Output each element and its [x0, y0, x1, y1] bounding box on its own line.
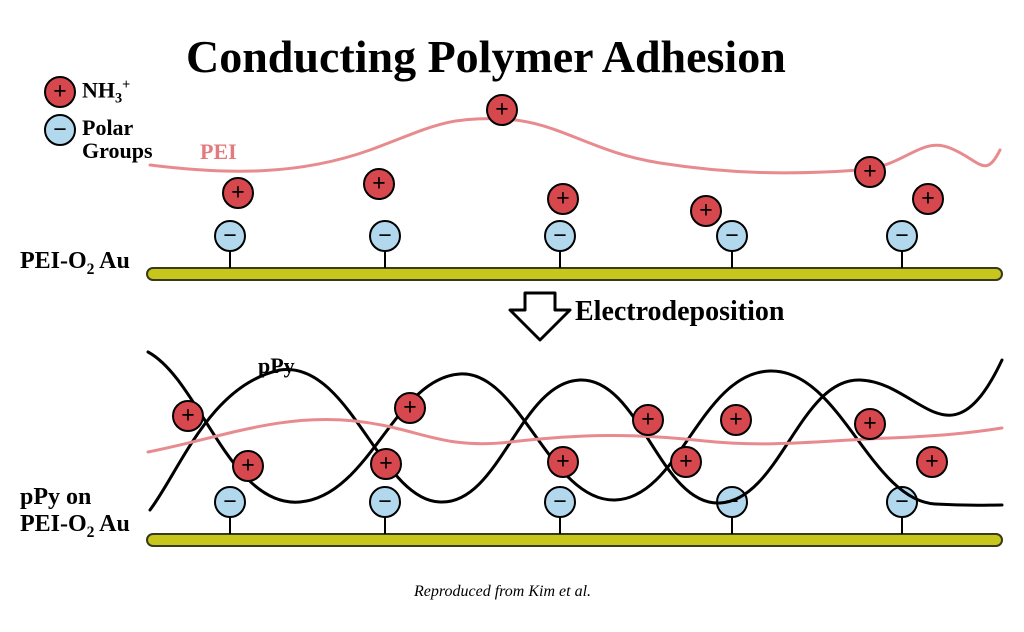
- nh3-positive-bottom: [855, 409, 885, 439]
- ppy-curve-0: [150, 360, 1002, 510]
- nh3-positive-bottom: [633, 405, 663, 435]
- polar-group-circle-glyph: −: [378, 223, 392, 249]
- label-ppy: pPy: [258, 353, 295, 379]
- nh3-positive-top-glyph: +: [231, 180, 245, 206]
- substrate-bar: [147, 534, 1002, 546]
- polar-group-circle: [215, 221, 245, 251]
- nh3-positive-bottom: [671, 447, 701, 477]
- legend-positive-icon: [45, 77, 75, 107]
- nh3-positive-bottom-glyph: +: [641, 407, 655, 433]
- nh3-positive-bottom-glyph: +: [925, 449, 939, 475]
- nh3-positive-top-glyph: +: [921, 186, 935, 212]
- nh3-positive-bottom: [173, 401, 203, 431]
- polar-group-circle-glyph: −: [895, 489, 909, 515]
- polar-group-circle: [545, 487, 575, 517]
- nh3-positive-top-glyph: +: [556, 186, 570, 212]
- nh3-positive-bottom-glyph: +: [241, 453, 255, 479]
- polar-group-circle: [545, 221, 575, 251]
- nh3-positive-bottom-glyph: +: [679, 449, 693, 475]
- nh3-positive-bottom: [721, 405, 751, 435]
- legend-negative-icon: [45, 115, 75, 145]
- electrodeposition-arrow-icon: [510, 293, 570, 340]
- legend-negative-icon-glyph: −: [53, 117, 67, 143]
- polar-group-circle: [717, 221, 747, 251]
- polar-group-circle-glyph: −: [725, 489, 739, 515]
- nh3-positive-bottom-glyph: +: [863, 411, 877, 437]
- polar-group-circle: [717, 487, 747, 517]
- nh3-positive-bottom-glyph: +: [379, 451, 393, 477]
- polar-group-circle: [887, 221, 917, 251]
- polar-group-circle-glyph: −: [378, 489, 392, 515]
- polar-group-circle: [370, 487, 400, 517]
- nh3-positive-top: [913, 184, 943, 214]
- nh3-positive-top-glyph: +: [863, 159, 877, 185]
- label-pei-o2-au: PEI-O2 Au: [20, 248, 130, 279]
- polar-group-circle-glyph: −: [553, 489, 567, 515]
- nh3-positive-bottom-glyph: +: [403, 395, 417, 421]
- nh3-positive-top: [487, 95, 517, 125]
- nh3-positive-top-glyph: +: [699, 198, 713, 224]
- polar-group-circle-glyph: −: [553, 223, 567, 249]
- polar-group-circle-glyph: −: [895, 223, 909, 249]
- nh3-positive-top: [548, 184, 578, 214]
- nh3-positive-bottom: [371, 449, 401, 479]
- nh3-positive-bottom-glyph: +: [729, 407, 743, 433]
- label-pei: PEI: [200, 139, 237, 165]
- nh3-positive-bottom-glyph: +: [181, 403, 195, 429]
- pei-curve-top: [150, 119, 1000, 173]
- polar-group-circle: [215, 487, 245, 517]
- polar-group-circle: [370, 221, 400, 251]
- nh3-positive-top: [223, 178, 253, 208]
- nh3-positive-bottom: [233, 451, 263, 481]
- diagram-svg: +−−−−−−+++++++−−−−−++++++++++: [0, 0, 1024, 632]
- polar-group-circle-glyph: −: [223, 223, 237, 249]
- nh3-positive-top-glyph: +: [495, 97, 509, 123]
- label-electrodeposition: Electrodeposition: [575, 296, 784, 328]
- legend-negative-label: PolarGroups: [82, 116, 153, 162]
- pei-curve-bottom: [148, 419, 1002, 452]
- nh3-positive-top: [855, 157, 885, 187]
- reproduction-caption: Reproduced from Kim et al.: [414, 583, 591, 601]
- label-ppy-on-pei-o2-au: pPy onPEI-O2 Au: [20, 484, 130, 542]
- nh3-positive-bottom: [548, 447, 578, 477]
- polar-group-circle-glyph: −: [725, 223, 739, 249]
- nh3-positive-bottom-glyph: +: [556, 449, 570, 475]
- substrate-bar: [147, 268, 1002, 280]
- nh3-positive-top: [691, 196, 721, 226]
- nh3-positive-bottom: [395, 393, 425, 423]
- nh3-positive-top: [364, 169, 394, 199]
- polar-group-circle: [887, 487, 917, 517]
- diagram-title: Conducting Polymer Adhesion: [186, 30, 786, 83]
- legend-positive-icon-glyph: +: [53, 79, 67, 105]
- nh3-positive-bottom: [917, 447, 947, 477]
- legend-positive-label: NH3+: [82, 78, 130, 107]
- nh3-positive-top-glyph: +: [372, 171, 386, 197]
- polar-group-circle-glyph: −: [223, 489, 237, 515]
